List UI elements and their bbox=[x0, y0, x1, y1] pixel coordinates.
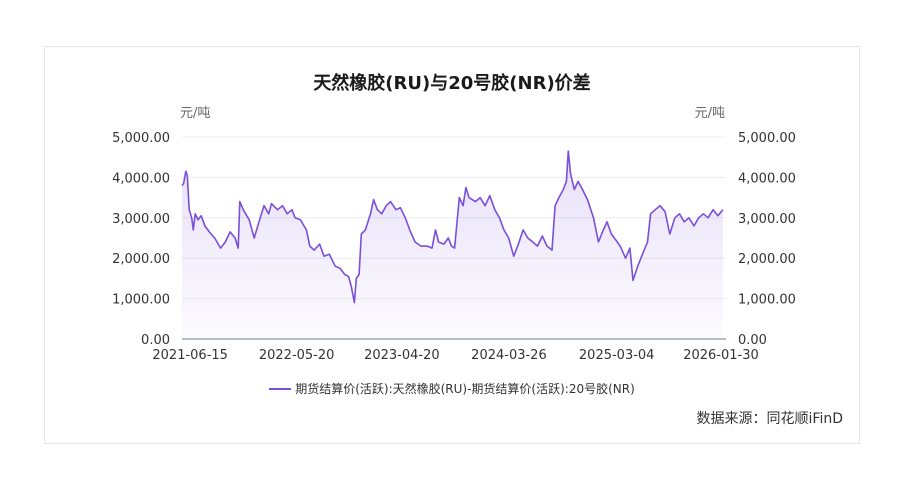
y-tick-label-right: 1,000.00 bbox=[738, 293, 796, 308]
y-tick-label-right: 0.00 bbox=[738, 333, 767, 348]
chart-title: 天然橡胶(RU)与20号胶(NR)价差 bbox=[313, 73, 591, 94]
y-axis-right: 0.00 1,000.00 2,000.00 3,000.00 4,000.00 5,00… bbox=[738, 131, 796, 348]
chart-card: 天然橡胶(RU)与20号胶(NR)价差 元/吨 元/吨 0.00 1,000.00… bbox=[44, 46, 860, 444]
y-tick-label-left: 0.00 bbox=[141, 333, 170, 348]
y-axis-left: 0.00 1,000.00 2,000.00 3,000.00 4,000.00 5,00… bbox=[112, 131, 170, 348]
y-unit-right: 元/吨 bbox=[694, 106, 725, 121]
y-tick-label-left: 2,000.00 bbox=[112, 252, 170, 267]
y-tick-label-right: 5,000.00 bbox=[738, 131, 796, 146]
y-tick-label-left: 3,000.00 bbox=[112, 212, 170, 227]
series-line bbox=[181, 150, 724, 304]
legend: 期货结算价(活跃):天然橡胶(RU)-期货结算价(活跃):20号胶(NR) bbox=[45, 380, 859, 397]
legend-swatch bbox=[269, 387, 292, 390]
y-tick-label-left: 4,000.00 bbox=[112, 171, 170, 186]
y-tick-label-right: 4,000.00 bbox=[738, 171, 796, 186]
x-tick-label: 2021-06-15 bbox=[152, 348, 228, 363]
x-tick-label: 2023-04-20 bbox=[364, 348, 440, 363]
x-tick-label: 2024-03-26 bbox=[471, 348, 547, 363]
chart-plot: 0.00 1,000.00 2,000.00 3,000.00 4,000.00 5,00… bbox=[112, 131, 796, 363]
x-tick-label: 2025-03-04 bbox=[579, 348, 655, 363]
legend-label: 期货结算价(活跃):天然橡胶(RU)-期货结算价(活跃):20号胶(NR) bbox=[295, 382, 635, 396]
y-tick-label-right: 3,000.00 bbox=[738, 212, 796, 227]
x-tick-label: 2022-05-20 bbox=[259, 348, 335, 363]
y-tick-label-right: 2,000.00 bbox=[738, 252, 796, 267]
x-axis: 2021-06-15 2022-05-20 2023-04-20 2024-03-26… bbox=[152, 348, 758, 363]
source-note: 数据来源：同花顺iFinD bbox=[696, 411, 843, 427]
y-tick-label-left: 1,000.00 bbox=[112, 293, 170, 308]
series-area bbox=[182, 151, 723, 339]
y-tick-label-left: 5,000.00 bbox=[112, 131, 170, 146]
y-unit-left: 元/吨 bbox=[180, 106, 211, 121]
x-tick-label: 2026-01-30 bbox=[683, 348, 759, 363]
